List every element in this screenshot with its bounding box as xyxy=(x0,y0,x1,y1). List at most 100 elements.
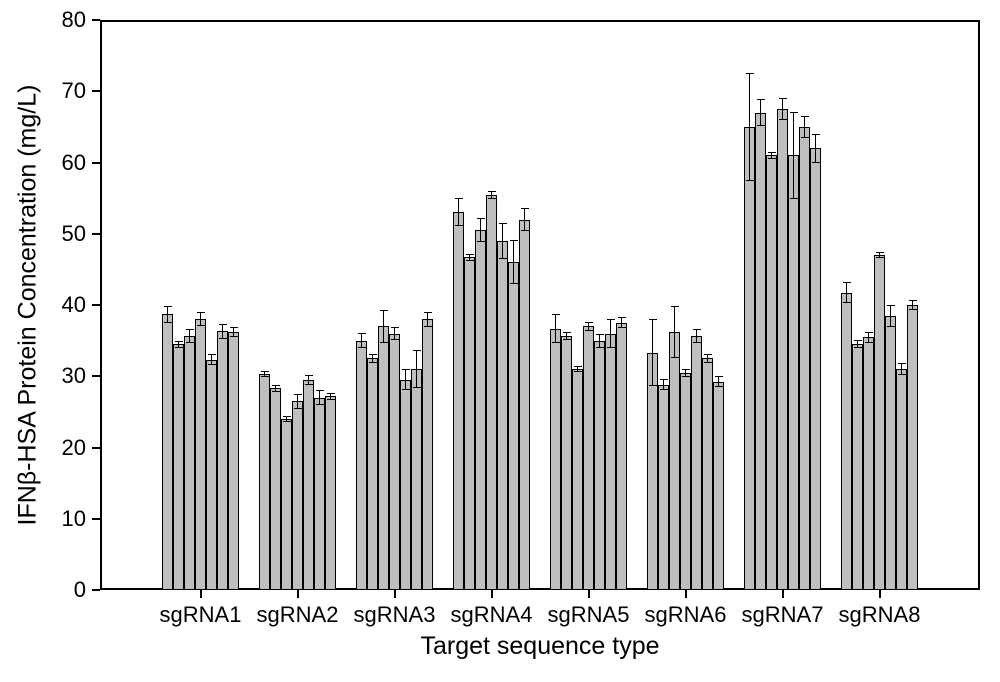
y-tick-label: 50 xyxy=(52,221,86,247)
error-bar xyxy=(167,306,168,322)
bar xyxy=(325,396,336,590)
error-cap xyxy=(413,350,421,351)
error-bar xyxy=(846,283,847,303)
error-bar xyxy=(663,380,664,390)
error-cap xyxy=(499,223,507,224)
error-cap xyxy=(693,329,701,330)
bar xyxy=(896,369,907,590)
y-tick xyxy=(92,304,100,306)
error-cap xyxy=(413,387,421,388)
error-cap xyxy=(843,282,851,283)
error-cap xyxy=(552,314,560,315)
y-tick xyxy=(92,518,100,520)
error-cap xyxy=(552,342,560,343)
bar xyxy=(616,323,627,590)
bar xyxy=(195,319,206,590)
bar xyxy=(206,360,217,590)
error-cap xyxy=(596,334,604,335)
error-bar xyxy=(513,241,514,284)
bar xyxy=(378,326,389,590)
bar xyxy=(874,255,885,590)
bar xyxy=(270,388,281,590)
bar xyxy=(594,341,605,590)
y-tick-label: 40 xyxy=(52,292,86,318)
error-cap xyxy=(175,341,183,342)
error-cap xyxy=(607,319,615,320)
bar xyxy=(799,127,810,590)
error-cap xyxy=(887,305,895,306)
error-cap xyxy=(865,332,873,333)
y-tick-label: 60 xyxy=(52,150,86,176)
error-cap xyxy=(671,357,679,358)
x-tick-label: sgRNA2 xyxy=(257,602,339,628)
error-cap xyxy=(854,347,862,348)
error-cap xyxy=(521,208,529,209)
error-cap xyxy=(466,260,474,261)
error-bar xyxy=(361,334,362,348)
error-bar xyxy=(782,98,783,119)
error-cap xyxy=(843,302,851,303)
bar xyxy=(519,220,530,591)
y-tick xyxy=(92,375,100,377)
error-bar xyxy=(200,313,201,326)
error-cap xyxy=(649,385,657,386)
error-cap xyxy=(596,347,604,348)
error-cap xyxy=(563,339,571,340)
x-tick-label: sgRNA7 xyxy=(742,602,824,628)
error-bar xyxy=(901,363,902,374)
bar xyxy=(281,419,292,590)
error-cap xyxy=(294,394,302,395)
error-cap xyxy=(768,158,776,159)
error-cap xyxy=(510,240,518,241)
error-bar xyxy=(868,332,869,342)
bar xyxy=(497,241,508,590)
error-cap xyxy=(790,112,798,113)
bar xyxy=(863,337,874,590)
x-tick-label: sgRNA6 xyxy=(645,602,727,628)
y-axis-title: IFNβ-HSA Protein Concentration (mg/L) xyxy=(14,85,43,526)
bar xyxy=(550,329,561,590)
y-tick-label: 70 xyxy=(52,78,86,104)
error-bar xyxy=(793,113,794,199)
x-tick xyxy=(588,590,590,598)
error-cap xyxy=(715,386,723,387)
error-bar xyxy=(319,391,320,405)
error-bar xyxy=(912,300,913,310)
error-cap xyxy=(316,404,324,405)
error-bar xyxy=(718,377,719,387)
bar xyxy=(852,344,863,590)
error-bar xyxy=(804,116,805,137)
x-tick xyxy=(394,590,396,598)
error-cap xyxy=(715,376,723,377)
error-cap xyxy=(790,198,798,199)
bar xyxy=(788,155,799,590)
error-cap xyxy=(208,354,216,355)
error-cap xyxy=(424,326,432,327)
x-tick xyxy=(685,590,687,598)
error-cap xyxy=(574,371,582,372)
error-bar xyxy=(652,320,653,386)
x-tick xyxy=(879,590,881,598)
bar xyxy=(292,401,303,590)
error-bar xyxy=(383,311,384,342)
error-bar xyxy=(524,208,525,231)
error-cap xyxy=(693,342,701,343)
x-tick xyxy=(200,590,202,598)
error-cap xyxy=(607,347,615,348)
error-cap xyxy=(585,330,593,331)
bar xyxy=(680,373,691,590)
error-bar xyxy=(394,328,395,339)
error-cap xyxy=(898,363,906,364)
y-tick xyxy=(92,90,100,92)
error-cap xyxy=(704,354,712,355)
error-cap xyxy=(909,300,917,301)
error-cap xyxy=(358,347,366,348)
error-cap xyxy=(316,390,324,391)
error-cap xyxy=(186,329,194,330)
bar xyxy=(356,341,367,590)
bar xyxy=(885,316,896,590)
error-cap xyxy=(801,137,809,138)
error-cap xyxy=(521,230,529,231)
error-bar xyxy=(480,219,481,242)
bar xyxy=(669,332,680,590)
